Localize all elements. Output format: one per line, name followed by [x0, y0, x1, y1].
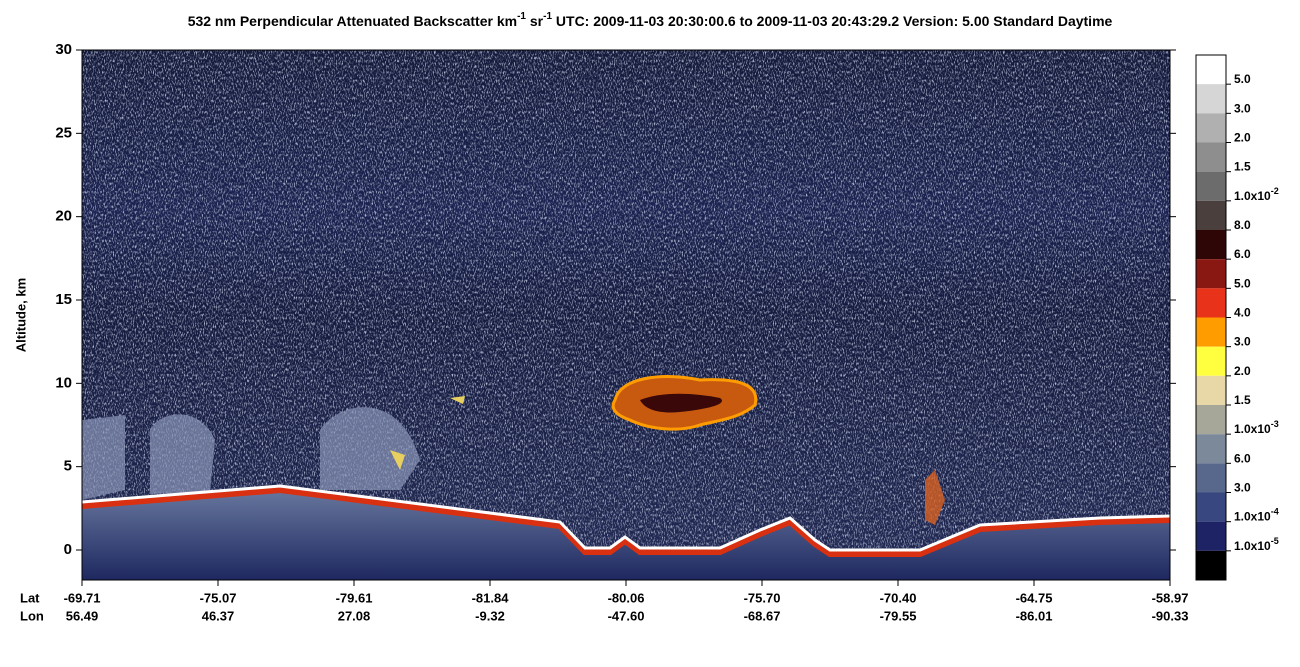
colorbar-label: 2.0 — [1234, 364, 1251, 378]
lon-label: 56.49 — [66, 608, 99, 623]
lon-label: -9.32 — [475, 608, 505, 623]
colorbar-cell — [1196, 492, 1226, 522]
colorbar-label: 3.0 — [1234, 102, 1251, 116]
colorbar-label: 5.0 — [1234, 72, 1251, 86]
y-tick-label: 15 — [55, 291, 72, 308]
x-row-label: Lon — [20, 608, 44, 623]
colorbar-label: 5.0 — [1234, 277, 1251, 291]
colorbar-label: 2.0 — [1234, 131, 1251, 145]
lat-label: -81.84 — [472, 590, 510, 605]
colorbar-label: 3.0 — [1234, 481, 1251, 495]
colorbar-label-text: 1.0x10 — [1234, 539, 1271, 553]
y-tick-label: 30 — [55, 41, 72, 58]
y-tick-label: 5 — [64, 458, 72, 475]
colorbar-label-text: 1.0x10 — [1234, 422, 1271, 436]
colorbar-label-text: 3.0 — [1234, 335, 1251, 349]
chart-title: 532 nm Perpendicular Attenuated Backscat… — [188, 11, 1113, 29]
colorbar-label: 1.0x10-5 — [1234, 536, 1279, 553]
lat-label: -75.07 — [200, 590, 237, 605]
colorbar-label-exponent: -3 — [1271, 420, 1279, 430]
colorbar-cell — [1196, 317, 1226, 347]
lat-label: -70.40 — [880, 590, 917, 605]
colorbar-label-text: 5.0 — [1234, 277, 1251, 291]
lon-label: 46.37 — [202, 608, 235, 623]
y-tick-label: 0 — [64, 541, 72, 558]
lat-label: -80.06 — [608, 590, 645, 605]
colorbar-label-text: 1.0x10 — [1234, 510, 1271, 524]
colorbar-label: 6.0 — [1234, 247, 1251, 261]
y-axis-label: Altitude, km — [13, 278, 28, 352]
colorbar-cell — [1196, 55, 1226, 85]
lat-label: -69.71 — [64, 590, 101, 605]
colorbar-label: 3.0 — [1234, 335, 1251, 349]
colorbar-cell — [1196, 375, 1226, 405]
x-row-label: Lat — [20, 590, 40, 605]
colorbar-label-text: 6.0 — [1234, 452, 1251, 466]
y-tick-label: 10 — [55, 374, 72, 391]
lon-label: -86.01 — [1016, 608, 1053, 623]
title-superscript: -1 — [543, 11, 552, 22]
surface-return — [82, 486, 1170, 557]
colorbar-cell — [1196, 405, 1226, 435]
colorbar-cell — [1196, 230, 1226, 260]
colorbar-label-text: 3.0 — [1234, 102, 1251, 116]
colorbar-cell — [1196, 113, 1226, 143]
colorbar-label-text: 8.0 — [1234, 218, 1251, 232]
colorbar-label: 4.0 — [1234, 306, 1251, 320]
colorbar-label: 1.0x10-4 — [1234, 507, 1279, 524]
colorbar-label: 6.0 — [1234, 452, 1251, 466]
cloud — [925, 470, 945, 525]
colorbar-cell — [1196, 84, 1226, 114]
colorbar-label-text: 4.0 — [1234, 306, 1251, 320]
colorbar-cell — [1196, 463, 1226, 493]
colorbar-label-text: 6.0 — [1234, 247, 1251, 261]
lat-label: -64.75 — [1016, 590, 1053, 605]
lon-label: -79.55 — [880, 608, 917, 623]
lat-label: -58.97 — [1152, 590, 1189, 605]
title-text: UTC: 2009-11-03 20:30:00.6 to 2009-11-03… — [552, 13, 1113, 29]
lon-label: 27.08 — [338, 608, 371, 623]
lon-label: -90.33 — [1152, 608, 1189, 623]
cloud-core — [640, 393, 722, 413]
colorbar-label: 1.0x10-3 — [1234, 420, 1279, 437]
title-superscript: -1 — [517, 11, 526, 22]
lat-label: -75.70 — [744, 590, 781, 605]
colorbar-cell — [1196, 521, 1226, 551]
y-tick-label: 20 — [55, 208, 72, 225]
colorbar-cell — [1196, 346, 1226, 376]
lat-label: -79.61 — [336, 590, 373, 605]
colorbar-label-text: 1.5 — [1234, 160, 1251, 174]
colorbar-label-text: 2.0 — [1234, 131, 1251, 145]
colorbar-label-exponent: -2 — [1271, 186, 1279, 196]
lon-label: -47.60 — [608, 608, 645, 623]
colorbar-label-text: 1.5 — [1234, 393, 1251, 407]
colorbar-label: 1.0x10-2 — [1234, 186, 1279, 203]
surface-line — [82, 484, 1170, 552]
lon-label: -68.67 — [744, 608, 781, 623]
colorbar-label-text: 3.0 — [1234, 481, 1251, 495]
colorbar-cell — [1196, 200, 1226, 230]
aerosol-feature — [390, 396, 465, 470]
colorbar-cell — [1196, 434, 1226, 464]
colorbar-label-text: 5.0 — [1234, 72, 1251, 86]
colorbar-label-exponent: -5 — [1271, 536, 1279, 546]
colorbar-label-exponent: -4 — [1271, 507, 1279, 517]
colorbar-cell — [1196, 171, 1226, 201]
aerosol-layer — [82, 407, 420, 500]
colorbar-label-text: 1.0x10 — [1234, 189, 1271, 203]
colorbar-cell — [1196, 142, 1226, 172]
y-tick-label: 25 — [55, 124, 72, 141]
colorbar-label: 1.5 — [1234, 393, 1251, 407]
title-text: 532 nm Perpendicular Attenuated Backscat… — [188, 13, 517, 29]
backscatter-curtain — [82, 50, 1170, 580]
title-text: sr — [526, 13, 544, 29]
colorbar-label-text: 2.0 — [1234, 364, 1251, 378]
colorbar-cell — [1196, 259, 1226, 289]
colorbar-label: 8.0 — [1234, 218, 1251, 232]
colorbar-cell — [1196, 288, 1226, 318]
colorbar-cell — [1196, 550, 1226, 580]
colorbar-label: 1.5 — [1234, 160, 1251, 174]
